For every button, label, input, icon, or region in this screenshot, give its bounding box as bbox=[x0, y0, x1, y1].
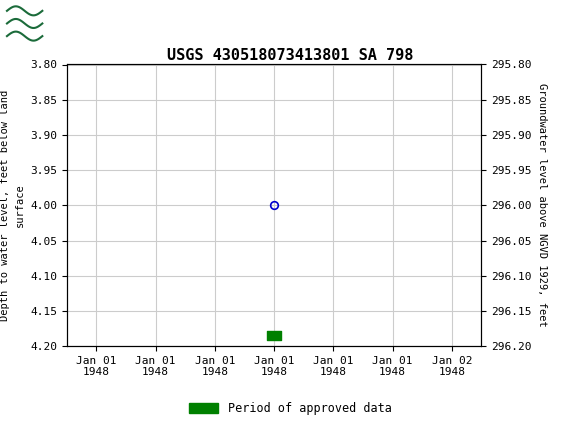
Legend: Period of approved data: Period of approved data bbox=[184, 397, 396, 420]
Y-axis label: Groundwater level above NGVD 1929, feet: Groundwater level above NGVD 1929, feet bbox=[537, 83, 547, 327]
Text: USGS: USGS bbox=[49, 13, 109, 32]
Text: USGS 430518073413801 SA 798: USGS 430518073413801 SA 798 bbox=[167, 48, 413, 62]
Y-axis label: Depth to water level, feet below land
surface: Depth to water level, feet below land su… bbox=[1, 90, 24, 321]
Bar bbox=[6, 4, 44, 41]
